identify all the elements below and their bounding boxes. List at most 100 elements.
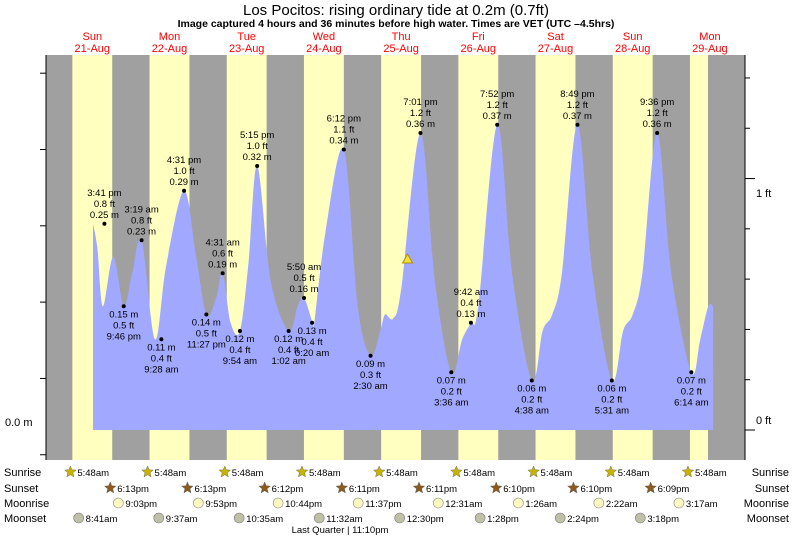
tide-extreme: 0.11 m0.4 ft9:28 am — [144, 337, 179, 375]
sunrise-time: 5:48am — [618, 468, 650, 479]
extreme-label: 0.8 ft — [131, 215, 152, 226]
tide-extreme: 9:36 pm1.2 ft0.36 m — [640, 97, 674, 135]
extreme-label: 9:46 pm — [107, 331, 141, 342]
moonset-icon — [313, 512, 325, 524]
astro-table: Sunrise Sunrise Sunset Sunset Moonrise Moonri… — [4, 465, 789, 536]
extreme-label: 0.32 m — [243, 152, 272, 163]
day-date: 26-Aug — [461, 43, 496, 55]
extreme-label: 0.19 m — [208, 259, 237, 270]
extreme-label: 0.5 ft — [196, 329, 217, 340]
extreme-label: 0.34 m — [329, 136, 358, 147]
moonrise-icon — [513, 497, 524, 509]
moonset-icon — [474, 512, 486, 524]
day-name: Fri — [472, 31, 485, 43]
extreme-label: 0.4 ft — [278, 345, 299, 356]
extreme-label: 0.11 m — [147, 342, 175, 353]
day-date: 23-Aug — [229, 43, 264, 55]
extreme-dot — [575, 122, 580, 127]
night-band — [46, 55, 63, 460]
moonset-time: 3:18pm — [647, 514, 679, 525]
moonset-icon — [554, 512, 566, 524]
sunrise-time: 5:48am — [695, 468, 727, 479]
chart-title: Los Pocitos: rising ordinary tide at 0.2… — [243, 2, 549, 19]
tide-extreme: 4:31 pm1.0 ft0.29 m — [167, 155, 201, 193]
moonrise-icon — [433, 497, 444, 509]
astro-row-label-left: Sunrise — [4, 467, 41, 479]
sunrise-time: 5:48am — [309, 468, 341, 479]
sunrise-star-icon — [64, 465, 77, 478]
extreme-label: 7:52 pm — [480, 89, 514, 100]
extreme-label: 3:41 pm — [87, 188, 121, 199]
sunset-time: 6:10pm — [580, 484, 612, 495]
extreme-label: 0.36 m — [406, 119, 435, 130]
moonset-time: 9:37am — [166, 514, 198, 525]
moonrise-icon — [352, 497, 364, 509]
extreme-label: 1.1 ft — [333, 125, 354, 136]
sunset-star-icon — [103, 481, 117, 494]
extreme-label: 0.3 ft — [360, 370, 381, 381]
astro-row-label-right: Moonrise — [744, 498, 789, 510]
axis-ticks — [40, 55, 755, 460]
tide-extreme: 7:01 pm1.2 ft0.36 m — [403, 97, 438, 135]
sunrise-time: 5:48am — [77, 468, 109, 479]
tide-extreme: 3:19 am0.8 ft0.23 m — [124, 204, 159, 243]
extreme-label: 0.14 m — [192, 318, 221, 329]
day-name: Wed — [313, 31, 335, 43]
moonset-time: 8:41am — [86, 514, 118, 525]
extreme-dot — [159, 337, 164, 342]
extreme-dot — [255, 164, 260, 168]
tide-area-series — [93, 124, 714, 430]
moonrise-time: 3:17am — [686, 499, 718, 510]
current-tide-marker — [401, 252, 414, 264]
extreme-label: 4:38 am — [515, 406, 549, 417]
extreme-dot — [121, 304, 126, 309]
extreme-label: 0.13 m — [456, 309, 485, 320]
extreme-dot — [139, 238, 144, 243]
tide-extreme: 0.13 m0.4 ft0:20 am — [295, 320, 329, 359]
sunset-star-icon — [412, 481, 426, 494]
sunrise-star-icon — [295, 465, 309, 478]
tide-extreme: 8:49 pm1.2 ft0.37 m — [560, 89, 595, 127]
sunset-time: 6:11pm — [349, 484, 380, 495]
extreme-dot — [529, 378, 534, 383]
extreme-label: 0.37 m — [483, 111, 512, 122]
extreme-dot — [468, 320, 473, 325]
sunset-time: 6:13pm — [194, 484, 226, 495]
moonset-time: 2:24pm — [567, 514, 599, 525]
day-name: Mon — [159, 31, 180, 43]
extreme-dot — [302, 296, 307, 300]
extreme-dot — [237, 329, 242, 333]
tide-extreme: 0.07 m0.2 ft3:36 am — [434, 370, 469, 408]
extreme-label: 0.5 ft — [113, 320, 134, 331]
sunset-star-icon — [567, 481, 580, 494]
tide-extreme: 0.12 m0.4 ft1:02 am — [271, 329, 306, 367]
extreme-label: 1.0 ft — [173, 166, 194, 177]
extreme-dot — [609, 378, 614, 383]
tide-extreme: 3:41 pm0.8 ft0.25 m — [87, 188, 122, 226]
extreme-label: 0.4 ft — [229, 345, 250, 356]
moonset-icon — [73, 512, 84, 524]
moonset-time: 1:28pm — [487, 514, 519, 525]
sunrise-time: 5:48am — [155, 468, 187, 479]
moonrise-icon — [593, 497, 605, 509]
extreme-dot — [182, 188, 187, 193]
day-headers: Sun21-AugMon22-AugTue23-AugWed24-AugThu2… — [75, 31, 728, 55]
tide-extreme-labels: 3:41 pm0.8 ft0.25 m0.15 m0.5 ft9:46 pm3:… — [87, 89, 708, 417]
tide-extreme: 7:52 pm1.2 ft0.37 m — [480, 89, 514, 127]
sunset-time: 6:11pm — [426, 484, 457, 495]
moonset-time: 12:30pm — [407, 514, 444, 525]
extreme-label: 0.06 m — [597, 384, 626, 395]
extreme-label: 7:01 pm — [403, 97, 437, 108]
moonset-icon — [635, 512, 646, 524]
sunrise-star-icon — [450, 465, 463, 478]
sunset-time: 6:10pm — [503, 484, 535, 495]
extreme-label: 0.36 m — [643, 119, 672, 130]
extreme-dot — [286, 329, 291, 333]
extreme-label: 0.07 m — [677, 375, 706, 386]
extreme-label: 4:31 pm — [167, 155, 201, 166]
moonset-time: 11:32am — [326, 514, 362, 525]
chart-subtitle: Image captured 4 hours and 36 minutes be… — [178, 18, 615, 30]
sunrise-time: 5:48am — [541, 468, 573, 479]
extreme-label: 0.23 m — [127, 226, 156, 237]
